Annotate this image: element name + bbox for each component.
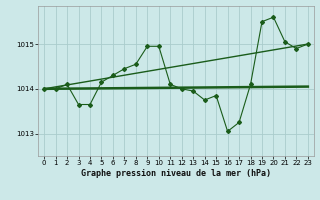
X-axis label: Graphe pression niveau de la mer (hPa): Graphe pression niveau de la mer (hPa) <box>81 169 271 178</box>
